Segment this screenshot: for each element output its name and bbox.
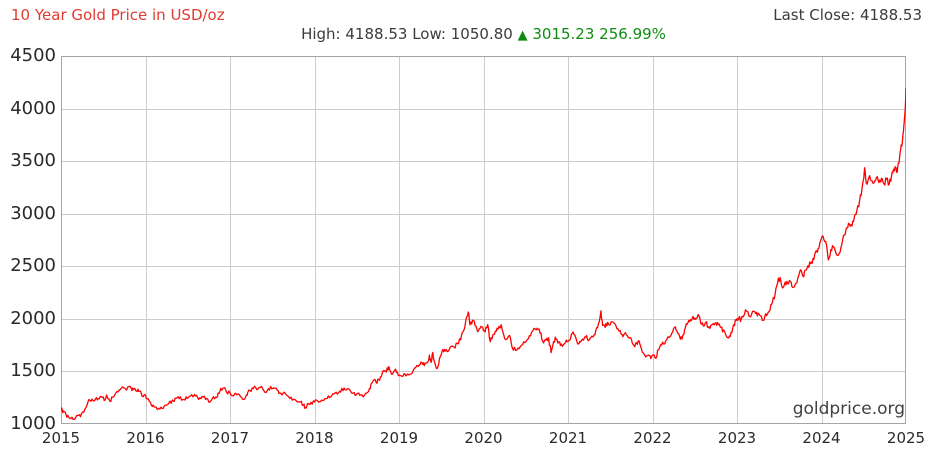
x-tick-label: 2020 <box>464 429 503 447</box>
last-close-label: Last Close: <box>773 6 856 24</box>
change-value: 3015.23 <box>532 25 595 43</box>
x-tick-label: 2025 <box>886 429 926 447</box>
x-tick-label: 2015 <box>41 429 81 447</box>
x-tick-label: 2018 <box>295 429 334 447</box>
x-tick-label: 2022 <box>633 429 672 447</box>
y-tick-label: 2500 <box>10 255 56 277</box>
x-tick-label: 2021 <box>548 429 588 447</box>
y-tick-label: 4500 <box>10 45 56 66</box>
y-tick-label: 3500 <box>10 150 56 172</box>
chart-title: 10 Year Gold Price in USD/oz <box>11 6 225 24</box>
y-tick-label: 3000 <box>10 202 56 224</box>
watermark: goldprice.org <box>792 399 905 419</box>
x-tick-label: 2023 <box>717 429 757 447</box>
plot-border <box>61 56 906 424</box>
last-close-value: 4188.53 <box>859 6 922 24</box>
change-up-arrow-icon: ▲ <box>517 28 528 43</box>
last-close: Last Close: 4188.53 <box>773 6 922 24</box>
y-tick-label: 2000 <box>10 307 56 329</box>
low-label: Low: <box>412 25 446 43</box>
x-tick-label: 2016 <box>126 429 165 447</box>
x-tick-label: 2017 <box>210 429 250 447</box>
price-chart-svg <box>60 56 907 425</box>
x-tick-label: 2019 <box>379 429 419 447</box>
high-label: High: <box>301 25 341 43</box>
y-tick-label: 4000 <box>10 97 56 119</box>
x-tick-label: 2024 <box>802 429 841 447</box>
y-tick-label: 1500 <box>10 360 56 382</box>
low-value: 1050.80 <box>450 25 513 43</box>
price-line <box>60 88 907 421</box>
plot-area <box>60 56 907 425</box>
y-tick-label: 1000 <box>10 413 56 434</box>
chart-subtitle: High: 4188.53 Low: 1050.80 ▲ 3015.23 256… <box>61 25 906 43</box>
high-value: 4188.53 <box>345 25 408 43</box>
change-percent: 256.99% <box>599 25 666 43</box>
